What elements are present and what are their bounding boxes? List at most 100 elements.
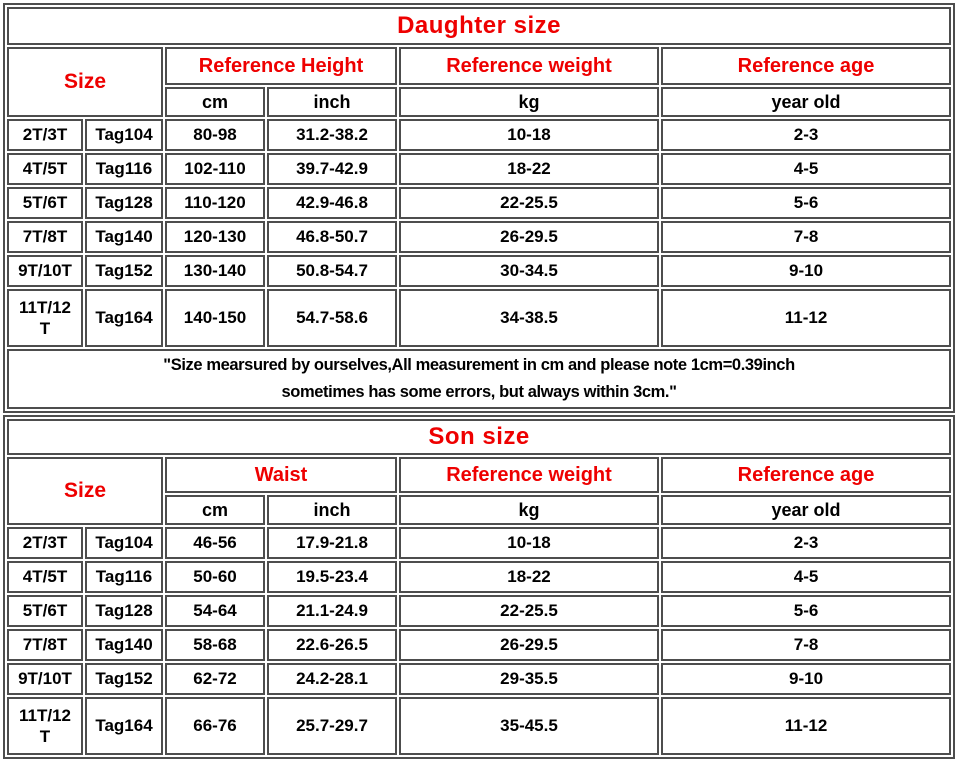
- age-cell: 11-12: [661, 697, 952, 755]
- column-header-size: Size: [7, 47, 163, 117]
- size-cell: 7T/8T: [7, 629, 83, 661]
- column-header-year-old: year old: [661, 87, 952, 117]
- column-header-waist: Waist: [165, 457, 397, 493]
- size-cell: 7T/8T: [7, 221, 83, 253]
- cm-cell: 102-110: [165, 153, 265, 185]
- column-header-size: Size: [7, 457, 163, 525]
- kg-cell: 22-25.5: [399, 187, 659, 219]
- age-cell: 7-8: [661, 629, 952, 661]
- cm-cell: 80-98: [165, 119, 265, 151]
- tag-cell: Tag140: [85, 221, 163, 253]
- column-header-cm: cm: [165, 495, 265, 525]
- inch-cell: 31.2-38.2: [267, 119, 397, 151]
- table-row: 7T/8T Tag140 120-130 46.8-50.7 26-29.5 7…: [7, 221, 952, 253]
- tag-cell: Tag164: [85, 697, 163, 755]
- table-row: 5T/6T Tag128 110-120 42.9-46.8 22-25.5 5…: [7, 187, 952, 219]
- kg-cell: 10-18: [399, 527, 659, 559]
- tag-cell: Tag116: [85, 153, 163, 185]
- son-title-row: Son size: [7, 419, 952, 455]
- column-header-reference-age: Reference age: [661, 47, 952, 85]
- table-row: 11T/12 T Tag164 140-150 54.7-58.6 34-38.…: [7, 289, 952, 347]
- column-header-inch: inch: [267, 495, 397, 525]
- cm-cell: 140-150: [165, 289, 265, 347]
- tag-cell: Tag128: [85, 595, 163, 627]
- size-cell: 9T/10T: [7, 255, 83, 287]
- age-cell: 4-5: [661, 153, 952, 185]
- kg-cell: 29-35.5: [399, 663, 659, 695]
- table-row: 2T/3T Tag104 46-56 17.9-21.8 10-18 2-3: [7, 527, 952, 559]
- age-cell: 4-5: [661, 561, 952, 593]
- table-row: 5T/6T Tag128 54-64 21.1-24.9 22-25.5 5-6: [7, 595, 952, 627]
- age-cell: 7-8: [661, 221, 952, 253]
- cm-cell: 58-68: [165, 629, 265, 661]
- column-header-reference-weight: Reference weight: [399, 47, 659, 85]
- cm-cell: 62-72: [165, 663, 265, 695]
- column-header-reference-age: Reference age: [661, 457, 952, 493]
- inch-cell: 25.7-29.7: [267, 697, 397, 755]
- inch-cell: 50.8-54.7: [267, 255, 397, 287]
- note-line-1: "Size mearsured by ourselves,All measure…: [163, 355, 795, 374]
- inch-cell: 42.9-46.8: [267, 187, 397, 219]
- daughter-size-table: Daughter size Size Reference Height Refe…: [3, 3, 956, 413]
- tag-cell: Tag140: [85, 629, 163, 661]
- age-cell: 11-12: [661, 289, 952, 347]
- cm-cell: 110-120: [165, 187, 265, 219]
- size-cell: 5T/6T: [7, 187, 83, 219]
- kg-cell: 26-29.5: [399, 629, 659, 661]
- size-cell: 5T/6T: [7, 595, 83, 627]
- age-cell: 9-10: [661, 663, 952, 695]
- son-table-title: Son size: [7, 419, 952, 455]
- cm-cell: 120-130: [165, 221, 265, 253]
- cm-cell: 54-64: [165, 595, 265, 627]
- son-header-row-1: Size Waist Reference weight Reference ag…: [7, 457, 952, 525]
- age-cell: 2-3: [661, 119, 952, 151]
- table-row: 4T/5T Tag116 102-110 39.7-42.9 18-22 4-5: [7, 153, 952, 185]
- size-cell: 9T/10T: [7, 663, 83, 695]
- kg-cell: 34-38.5: [399, 289, 659, 347]
- cm-cell: 130-140: [165, 255, 265, 287]
- column-header-reference-weight: Reference weight: [399, 457, 659, 493]
- column-header-kg: kg: [399, 87, 659, 117]
- column-header-inch: inch: [267, 87, 397, 117]
- daughter-title-row: Daughter size: [7, 7, 952, 45]
- note-row: "Size mearsured by ourselves,All measure…: [7, 349, 952, 409]
- table-row: 7T/8T Tag140 58-68 22.6-26.5 26-29.5 7-8: [7, 629, 952, 661]
- column-header-year-old: year old: [661, 495, 952, 525]
- inch-cell: 46.8-50.7: [267, 221, 397, 253]
- column-header-kg: kg: [399, 495, 659, 525]
- table-row: 9T/10T Tag152 130-140 50.8-54.7 30-34.5 …: [7, 255, 952, 287]
- kg-cell: 10-18: [399, 119, 659, 151]
- inch-cell: 21.1-24.9: [267, 595, 397, 627]
- column-header-reference-height: Reference Height: [165, 47, 397, 85]
- note-line-2: sometimes has some errors, but always wi…: [281, 383, 677, 401]
- inch-cell: 39.7-42.9: [267, 153, 397, 185]
- kg-cell: 18-22: [399, 561, 659, 593]
- age-cell: 5-6: [661, 187, 952, 219]
- son-size-table: Son size Size Waist Reference weight Ref…: [3, 415, 956, 759]
- kg-cell: 18-22: [399, 153, 659, 185]
- daughter-header-row-1: Size Reference Height Reference weight R…: [7, 47, 952, 117]
- tag-cell: Tag104: [85, 119, 163, 151]
- size-cell: 11T/12 T: [7, 289, 83, 347]
- cm-cell: 66-76: [165, 697, 265, 755]
- tag-cell: Tag152: [85, 255, 163, 287]
- size-cell: 4T/5T: [7, 561, 83, 593]
- inch-cell: 22.6-26.5: [267, 629, 397, 661]
- kg-cell: 35-45.5: [399, 697, 659, 755]
- inch-cell: 19.5-23.4: [267, 561, 397, 593]
- age-cell: 9-10: [661, 255, 952, 287]
- tag-cell: Tag152: [85, 663, 163, 695]
- column-header-cm: cm: [165, 87, 265, 117]
- tag-cell: Tag104: [85, 527, 163, 559]
- cm-cell: 46-56: [165, 527, 265, 559]
- table-row: 4T/5T Tag116 50-60 19.5-23.4 18-22 4-5: [7, 561, 952, 593]
- daughter-table-title: Daughter size: [7, 7, 952, 45]
- table-row: 2T/3T Tag104 80-98 31.2-38.2 10-18 2-3: [7, 119, 952, 151]
- kg-cell: 22-25.5: [399, 595, 659, 627]
- son-header-row-2: cm inch kg year old: [7, 495, 952, 525]
- tag-cell: Tag116: [85, 561, 163, 593]
- inch-cell: 24.2-28.1: [267, 663, 397, 695]
- inch-cell: 54.7-58.6: [267, 289, 397, 347]
- table-row: 9T/10T Tag152 62-72 24.2-28.1 29-35.5 9-…: [7, 663, 952, 695]
